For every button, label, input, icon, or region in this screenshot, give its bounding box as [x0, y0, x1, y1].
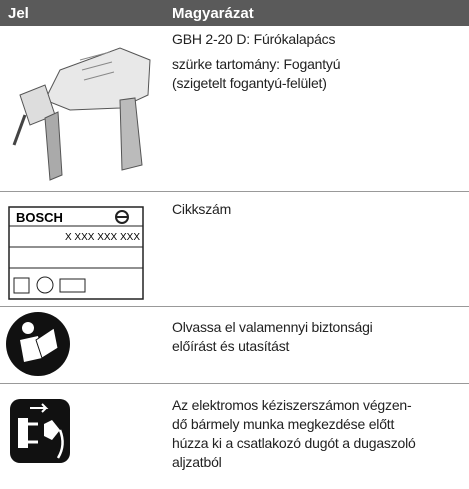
text-line: Az elektromos kéziszerszámon végzen-	[172, 397, 412, 413]
text-line: előírást és utasítást	[172, 338, 290, 354]
text-line: szürke tartomány: Fogantyú	[172, 56, 341, 72]
header-cell: Magyarázat	[172, 5, 254, 22]
text-line: GBH 2-20 D: Fúrókalapács	[172, 31, 336, 47]
row-separator	[0, 191, 469, 192]
type-plate: BOSCH X XXX XXX XXX	[8, 206, 144, 300]
explanation: Olvassa el valamennyi biztonsági előírást…	[172, 318, 373, 356]
text-line: Olvassa el valamennyi biztonsági	[172, 319, 373, 335]
drill-icon	[12, 47, 151, 181]
plate-brand: BOSCH	[16, 210, 63, 225]
explanation: GBH 2-20 D: Fúrókalapács szürke tartomány…	[172, 30, 341, 93]
explanation: Az elektromos kéziszerszámon végzen-dő b…	[172, 396, 416, 472]
table-header: Jel Magyarázat	[0, 0, 469, 26]
row-separator	[0, 383, 469, 384]
text-line: Cikkszám	[172, 201, 232, 217]
text-line: dő bármely munka megkezdése előtt	[172, 416, 395, 432]
text-line: aljzatból	[172, 454, 222, 470]
text-line: húzza ki a csatlakozó dugót a dugaszoló	[172, 435, 416, 451]
unplug-icon	[10, 399, 70, 463]
read-manual-icon	[6, 312, 70, 376]
text-line: (szigetelt fogantyú-felület)	[172, 75, 327, 91]
explanation: Cikkszám	[172, 200, 231, 219]
plate-number: X XXX XXX XXX	[65, 232, 140, 243]
row-separator	[0, 306, 469, 307]
header-cell: Jel	[8, 5, 29, 22]
